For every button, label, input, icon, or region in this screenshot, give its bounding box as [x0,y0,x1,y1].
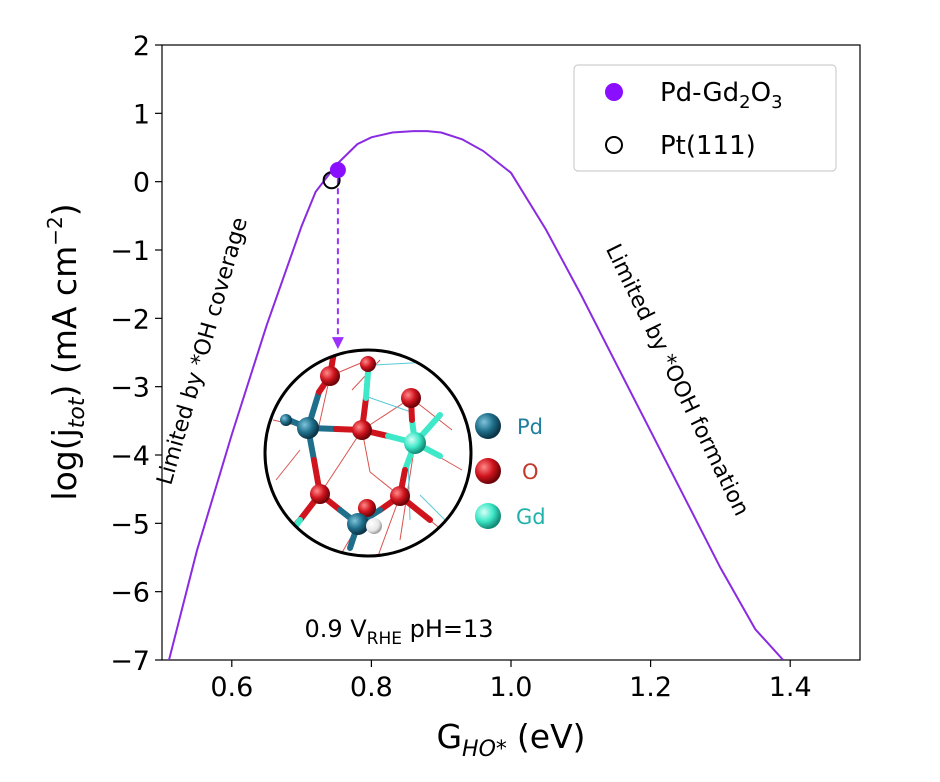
x-axis-label: GHO* (eV) [436,717,585,762]
key-label-o: O [522,460,539,484]
y-tick-label: 0 [133,168,150,199]
inset-structure-image [263,348,473,558]
pointer-arrow-head [331,337,344,350]
inset-key: Pd O Gd [475,413,546,529]
x-tick-label: 1.4 [769,672,812,703]
y-tick-label: 2 [133,31,150,62]
key-sphere-gd [475,503,501,529]
annotation-oh-coverage: Limited by *OH coverage [153,215,253,488]
y-axis: 2 1 0 −1 −2 −3 −4 −5 −6 −7 [110,31,162,677]
point-pd-gd2o3 [329,162,346,179]
y-tick-label: 1 [133,99,150,130]
y-tick-label: −5 [110,509,150,540]
key-label-gd: Gd [516,505,546,529]
y-tick-label: −4 [110,441,150,472]
key-label-pd: Pd [517,415,543,439]
annotation-ooh-formation: Limited by *OOH formation [600,240,754,520]
condition-label: 0.9 VRHE pH=13 [304,615,493,649]
legend: Pd-Gd2O3 Pt(111) [573,64,837,172]
series-line-volcano [168,130,784,660]
key-sphere-o [475,458,501,484]
x-tick-label: 0.8 [350,672,393,703]
y-tick-label: −2 [110,304,150,335]
legend-box [573,64,837,172]
x-tick-label: 1.0 [490,672,533,703]
y-tick-label: −7 [110,646,150,677]
x-tick-label: 0.6 [210,672,253,703]
legend-marker-pt111 [605,136,623,154]
legend-label-pd-gd2o3: Pd-Gd2O3 [660,78,783,113]
y-tick-label: −3 [110,373,150,404]
legend-marker-pd-gd2o3 [605,83,623,101]
y-axis-label: log(jtot) (mA cm−2) [43,203,90,500]
y-tick-label: −1 [110,236,150,267]
legend-label-pt111: Pt(111) [660,131,756,161]
y-tick-label: −6 [110,578,150,609]
x-tick-label: 1.2 [629,672,672,703]
key-sphere-pd [475,413,501,439]
x-axis: 0.6 0.8 1.0 1.2 1.4 [210,660,812,703]
